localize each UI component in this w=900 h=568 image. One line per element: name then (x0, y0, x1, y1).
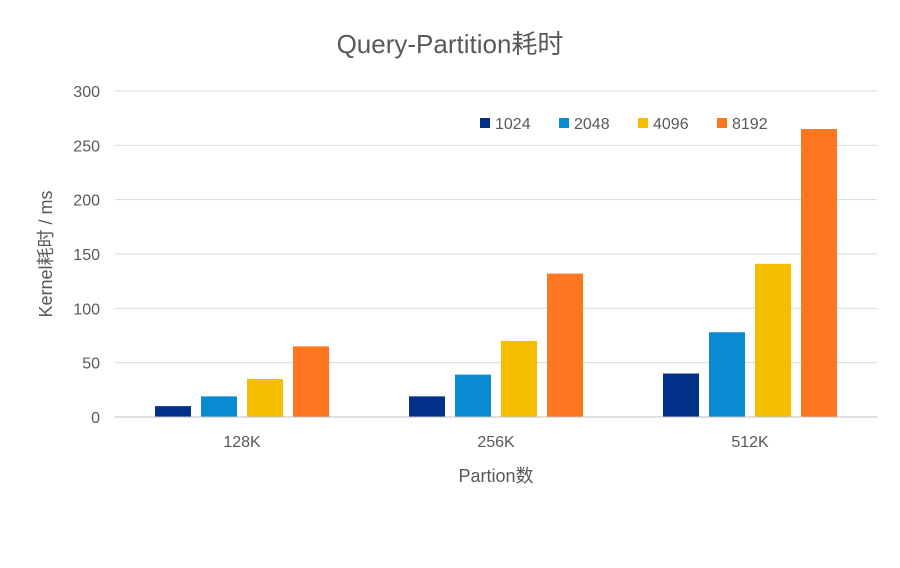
legend-label-1024: 1024 (495, 116, 531, 133)
bar-2048-128K (201, 396, 237, 417)
bar-1024-128K (155, 406, 191, 417)
y-axis-title: Kernel耗时 / ms (36, 190, 56, 317)
y-tick-label: 100 (73, 301, 100, 318)
x-tick-label: 256K (477, 434, 515, 451)
x-axis-title: Partion数 (458, 466, 533, 486)
legend-swatch-4096 (638, 118, 648, 128)
bar-1024-512K (663, 373, 699, 417)
legend: 1024 2048 4096 8192 (480, 116, 768, 133)
legend-swatch-2048 (559, 118, 569, 128)
bar-2048-512K (709, 332, 745, 417)
legend-swatch-8192 (717, 118, 727, 128)
legend-swatch-1024 (480, 118, 490, 128)
gridlines (115, 90, 877, 364)
y-axis-ticks: 0 50 100 150 200 250 300 (73, 84, 100, 427)
y-tick-label: 0 (91, 410, 100, 427)
bar-4096-128K (247, 378, 283, 417)
x-tick-label: 512K (731, 434, 769, 451)
y-tick-label: 150 (73, 247, 100, 264)
legend-label-8192: 8192 (732, 116, 768, 133)
chart-title: Query-Partition耗时 (337, 29, 564, 59)
legend-label-4096: 4096 (653, 116, 689, 133)
bar-8192-128K (293, 346, 329, 417)
bar-1024-256K (409, 396, 445, 417)
bar-8192-512K (801, 129, 837, 418)
bars (155, 129, 837, 418)
bar-2048-256K (455, 374, 491, 417)
y-tick-label: 200 (73, 193, 100, 210)
x-axis-ticks: 128K 256K 512K (223, 434, 769, 451)
y-tick-label: 300 (73, 84, 100, 101)
y-tick-label: 250 (73, 138, 100, 155)
legend-label-2048: 2048 (574, 116, 610, 133)
y-tick-label: 50 (82, 356, 100, 373)
bar-4096-512K (755, 263, 791, 417)
x-tick-label: 128K (223, 434, 261, 451)
bar-4096-256K (501, 340, 537, 417)
bar-8192-256K (547, 273, 583, 417)
